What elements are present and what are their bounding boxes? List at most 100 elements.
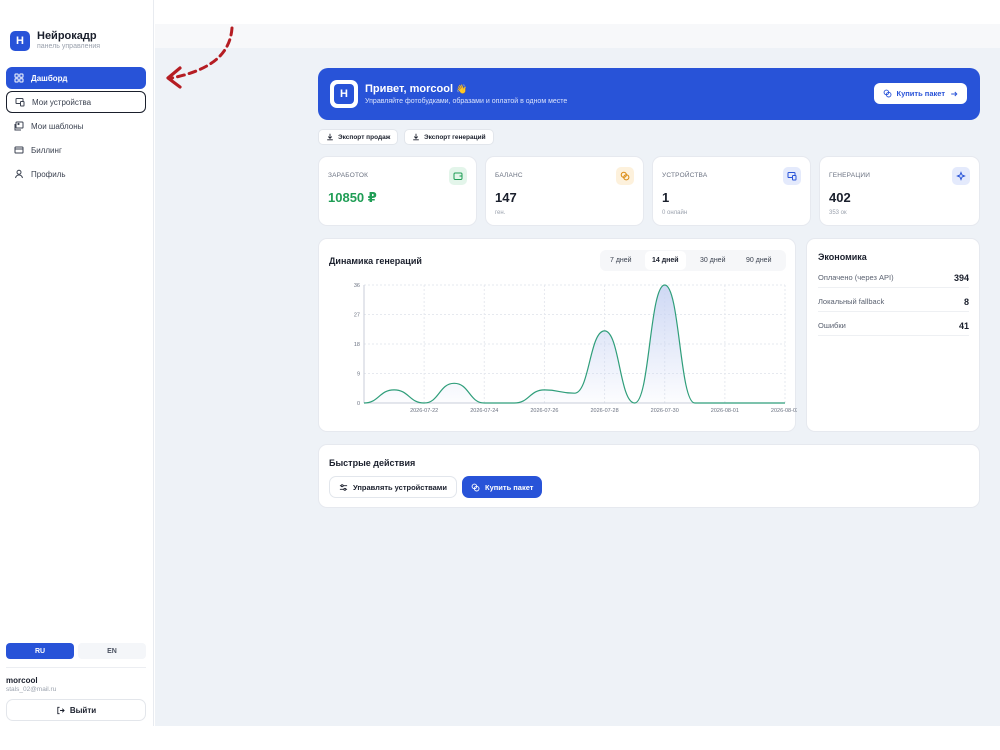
x-tick-label: 2026-07-24	[470, 408, 498, 414]
economy-card: Экономика Оплачено (через API) 394 Локал…	[806, 238, 980, 432]
stat-card-earnings: ЗАРАБОТОК 10850 ₽	[318, 156, 477, 226]
generations-chart-card: Динамика генераций 7 дней 14 дней 30 дне…	[318, 238, 797, 432]
hero-logo: Н	[330, 80, 358, 108]
brand-name: Нейрокадр	[37, 30, 97, 42]
stat-label: ГЕНЕРАЦИИ	[829, 172, 871, 179]
user-name: morcool	[6, 676, 38, 685]
economy-row-label: Оплачено (через API)	[818, 273, 894, 282]
economy-row-value: 41	[958, 320, 969, 331]
economy-row-paid: Оплачено (через API) 394	[818, 268, 969, 288]
language-en-button[interactable]: EN	[78, 643, 146, 659]
sidebar-item-billing[interactable]: Биллинг	[6, 139, 146, 161]
range-selector: 7 дней 14 дней 30 дней 90 дней	[600, 250, 786, 271]
export-sales-label: Экспорт продаж	[338, 133, 391, 141]
stat-value: 402	[829, 190, 851, 205]
x-tick-label: 2026-08-03	[771, 408, 797, 414]
topbar	[155, 24, 1000, 48]
coins-icon	[471, 483, 480, 491]
coins-icon	[883, 89, 891, 98]
y-tick-label: 27	[354, 313, 360, 319]
language-ru-button[interactable]: RU	[6, 643, 74, 659]
range-7-days[interactable]: 7 дней	[610, 257, 632, 264]
language-switcher: RU EN	[6, 643, 146, 659]
sidebar-item-label: Мои шаблоны	[31, 121, 84, 131]
stat-sub: 0 онлайн	[662, 210, 688, 216]
economy-row-value: 394	[953, 272, 969, 283]
x-tick-label: 2026-08-01	[711, 408, 739, 414]
economy-row-label: Локальный fallback	[818, 297, 885, 306]
stat-card-balance: БАЛАНС 147 ген.	[485, 156, 644, 226]
hero-button-label: Купить пакет	[896, 89, 945, 98]
download-icon	[413, 133, 419, 141]
chart-title: Динамика генераций	[329, 256, 422, 266]
hero-logo-letter: Н	[334, 84, 354, 104]
hero-buy-package-button[interactable]: Купить пакет	[873, 83, 967, 104]
buy-package-label: Купить пакет	[485, 482, 534, 492]
range-30-days[interactable]: 30 дней	[700, 257, 726, 264]
sidebar-item-templates[interactable]: Мои шаблоны	[6, 115, 146, 137]
export-sales-button[interactable]: Экспорт продаж	[318, 129, 399, 145]
logout-icon	[57, 706, 65, 714]
devices-icon	[783, 167, 801, 185]
economy-row-errors: Ошибки 41	[818, 316, 969, 336]
generations-chart: 0 9 18 27 36 2026-07-22 2026-07-24 2026-07-26 20…	[354, 283, 797, 414]
export-generations-button[interactable]: Экспорт генераций	[404, 129, 494, 145]
stat-label: ЗАРАБОТОК	[328, 172, 369, 179]
quick-actions-card: Быстрые действия Управлять устройствами …	[318, 444, 980, 508]
stat-card-generations: ГЕНЕРАЦИИ 402 353 ок	[819, 156, 980, 226]
series-area	[364, 285, 785, 403]
y-tick-label: 36	[354, 283, 360, 289]
logout-button[interactable]: Выйти	[6, 699, 146, 721]
bottom-strip	[0, 726, 1000, 750]
wallet-icon	[449, 167, 467, 185]
range-90-days[interactable]: 90 дней	[746, 257, 772, 264]
stat-sub: 353 ок	[829, 210, 847, 216]
sidebar-item-label: Профиль	[31, 169, 66, 179]
brand[interactable]: Н Нейрокадр панель управления	[10, 30, 100, 51]
x-tick-label: 2026-07-22	[410, 408, 438, 414]
sidebar-nav: Дашборд Мои устройства Мои шаблоны Билли…	[6, 67, 146, 187]
buy-package-button[interactable]: Купить пакет	[462, 476, 543, 498]
sliders-icon	[339, 483, 348, 491]
stat-sub: ген.	[495, 210, 506, 216]
stat-label: УСТРОЙСТВА	[662, 172, 708, 179]
economy-row-fallback: Локальный fallback 8	[818, 292, 969, 312]
sidebar-item-profile[interactable]: Профиль	[6, 163, 146, 185]
x-tick-label: 2026-07-26	[530, 408, 558, 414]
hero-title-text: Привет, morcool	[365, 83, 454, 95]
sidebar-item-devices[interactable]: Мои устройства	[6, 91, 146, 113]
image-icon	[14, 121, 24, 131]
download-icon	[327, 133, 333, 141]
y-tick-label: 0	[357, 401, 360, 407]
manage-devices-button[interactable]: Управлять устройствами	[329, 476, 457, 498]
stat-value: 1	[662, 190, 670, 205]
devices-icon	[15, 98, 25, 107]
sidebar-item-label: Биллинг	[31, 145, 62, 155]
range-14-days[interactable]: 14 дней	[645, 251, 686, 270]
wave-icon: 👋	[456, 84, 468, 94]
series-line	[363, 284, 785, 404]
x-tick-label: 2026-07-28	[591, 408, 619, 414]
y-tick-label: 18	[354, 342, 360, 348]
economy-title: Экономика	[818, 252, 867, 262]
user-email: stals_02@mail.ru	[6, 686, 57, 693]
user-icon	[15, 169, 23, 179]
stat-value: 147	[495, 190, 517, 205]
quick-actions-title: Быстрые действия	[329, 458, 416, 468]
export-generations-label: Экспорт генераций	[424, 133, 486, 141]
stat-label: БАЛАНС	[495, 172, 523, 179]
arrow-right-icon	[951, 91, 958, 96]
economy-row-label: Ошибки	[818, 321, 846, 330]
hero-title: Привет, morcool 👋	[365, 83, 467, 95]
logout-label: Выйти	[69, 705, 97, 715]
sidebar-item-dashboard[interactable]: Дашборд	[6, 67, 146, 89]
sidebar-item-label: Мои устройства	[32, 97, 92, 107]
brand-subtitle: панель управления	[37, 43, 101, 50]
y-tick-label: 9	[357, 372, 360, 378]
sidebar: Н Нейрокадр панель управления Дашборд Мо…	[0, 0, 154, 726]
brand-logo: Н	[10, 30, 30, 51]
hero-subtitle: Управляйте фотобудками, образами и оплат…	[365, 98, 568, 105]
stat-value: 10850 ₽	[328, 190, 377, 205]
grid-icon	[14, 73, 24, 83]
stat-card-devices: УСТРОЙСТВА 1 0 онлайн	[652, 156, 811, 226]
